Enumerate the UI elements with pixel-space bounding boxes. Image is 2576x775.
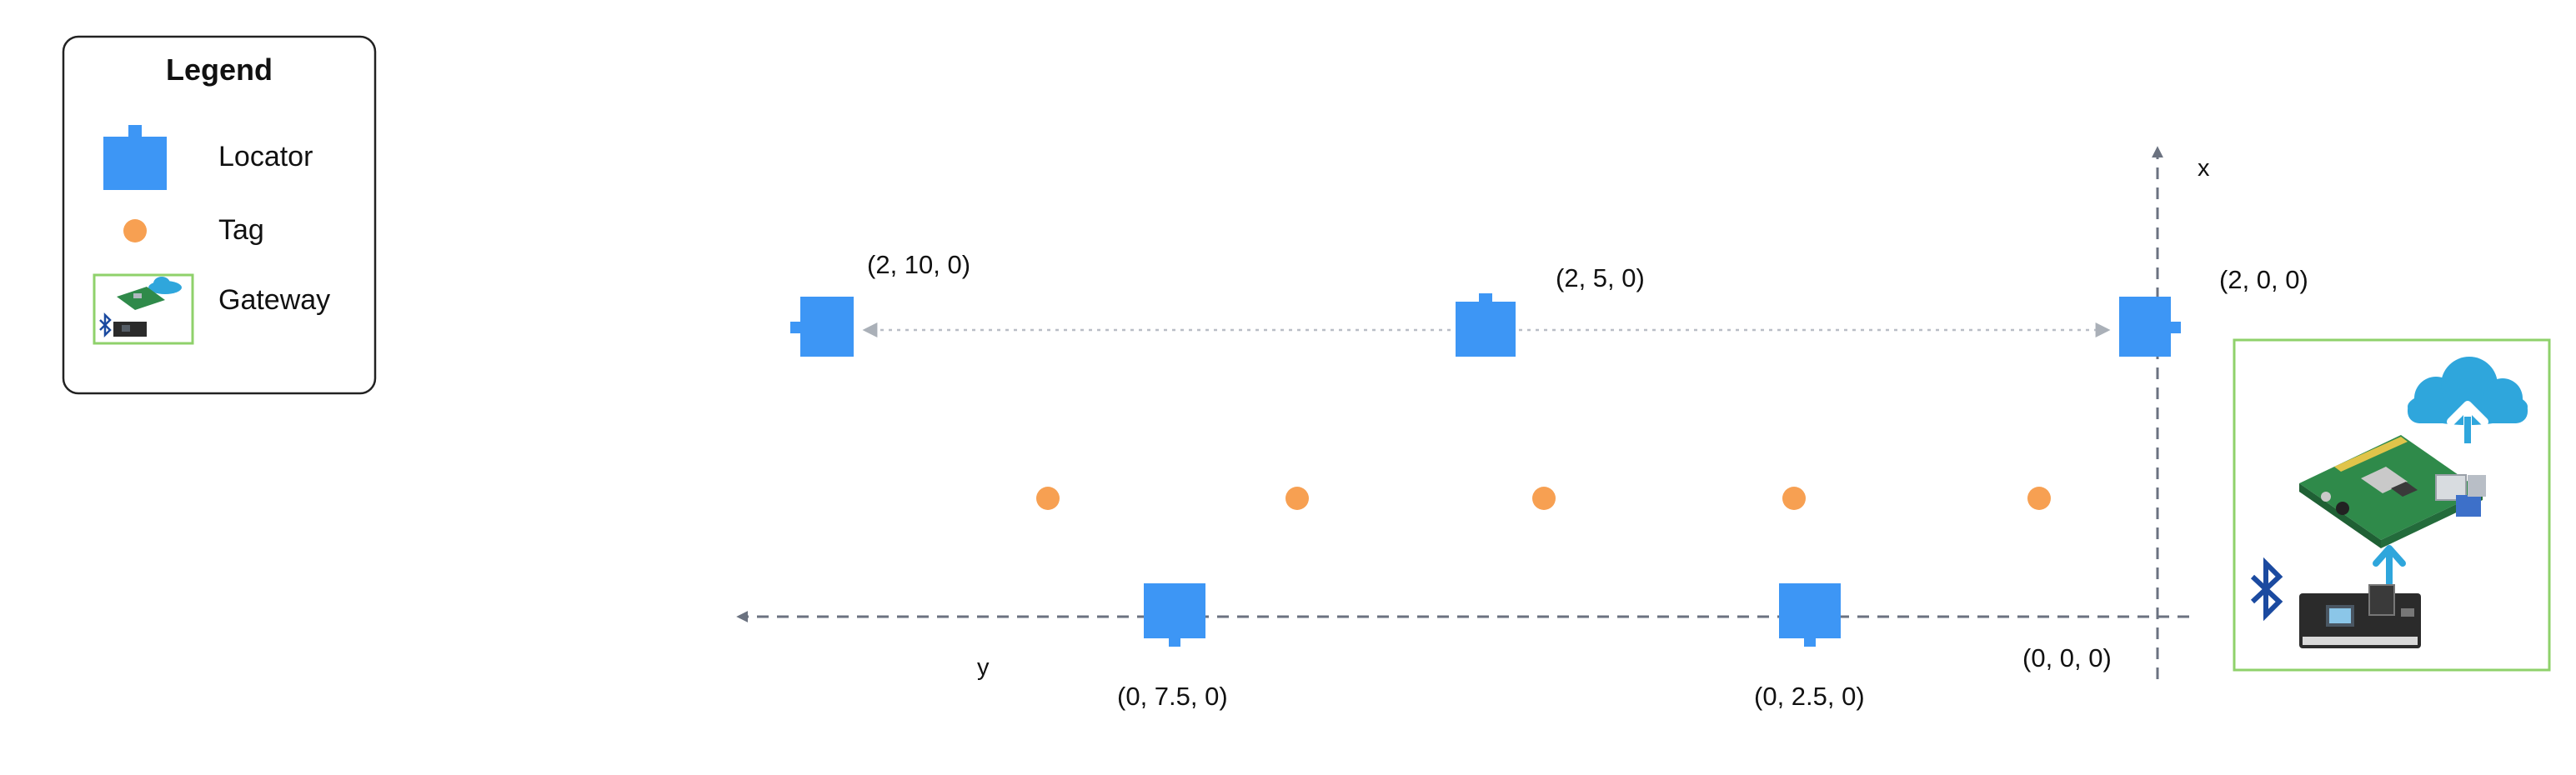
x-axis-label: x bbox=[2198, 155, 2210, 182]
locator-label: (2, 10, 0) bbox=[867, 250, 970, 279]
locator-label: (2, 0, 0) bbox=[2219, 265, 2308, 294]
locator-2-0-0 bbox=[2119, 297, 2181, 357]
locator-label: (2, 5, 0) bbox=[1556, 263, 1645, 292]
locator-0-7.5-0 bbox=[1144, 583, 1205, 647]
tag-5 bbox=[2027, 487, 2051, 510]
y-axis-label: y bbox=[977, 654, 990, 681]
ble-module bbox=[2299, 584, 2421, 648]
locator-icon bbox=[103, 125, 167, 190]
raspberry-pi-board bbox=[2299, 435, 2486, 548]
tag-3 bbox=[1532, 487, 1556, 510]
legend-label-locator: Locator bbox=[218, 141, 313, 172]
tag-2 bbox=[1285, 487, 1309, 510]
bluetooth-icon bbox=[2250, 557, 2283, 622]
origin-label: (0, 0, 0) bbox=[2022, 643, 2112, 672]
gateway-icon bbox=[93, 273, 194, 345]
tag-icon bbox=[123, 219, 147, 242]
legend-label-gateway: Gateway bbox=[218, 284, 330, 316]
tag-4 bbox=[1782, 487, 1806, 510]
legend-box: Legend Locator Tag Gateway bbox=[62, 35, 377, 395]
tag-1 bbox=[1036, 487, 1060, 510]
locator-2-5-0 bbox=[1456, 293, 1516, 357]
locator-2-10-0 bbox=[790, 297, 854, 357]
locator-label: (0, 2.5, 0) bbox=[1754, 682, 1865, 711]
gateway bbox=[2233, 338, 2551, 672]
legend-title: Legend bbox=[166, 52, 273, 87]
locator-label: (0, 7.5, 0) bbox=[1117, 682, 1228, 711]
legend-label-tag: Tag bbox=[218, 214, 264, 246]
upload-arrow-icon bbox=[2373, 545, 2406, 587]
cloud-upload-icon bbox=[2408, 357, 2528, 448]
locator-0-2.5-0 bbox=[1779, 583, 1841, 647]
